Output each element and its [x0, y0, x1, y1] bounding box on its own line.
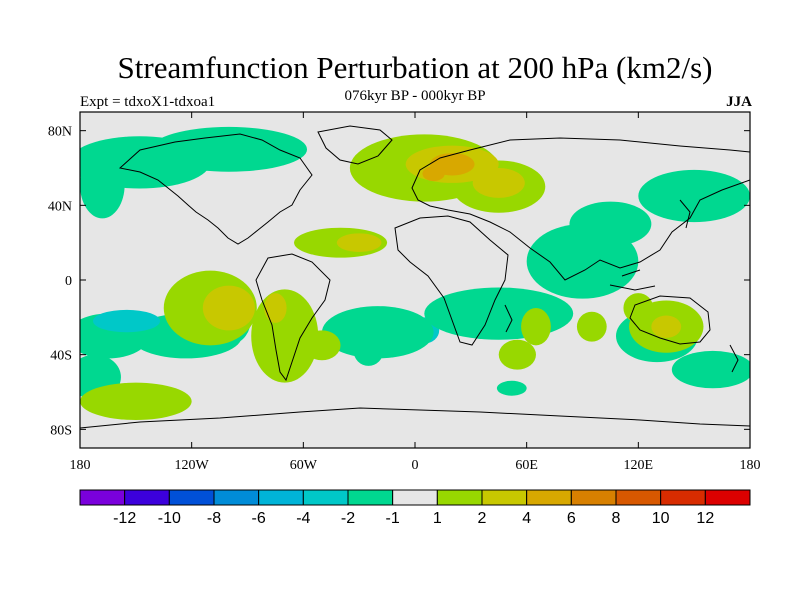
lon-tick-label: 180 [70, 458, 91, 473]
contour-region-level-1 [498, 339, 536, 370]
experiment-label: Expt = tdxoX1-tdxoa1 [80, 94, 216, 110]
contour-region-level-neg2 [150, 126, 308, 172]
lat-tick-label: 80N [48, 125, 72, 140]
lon-tick-label: 180 [740, 458, 761, 473]
contour-region-level-neg2 [496, 380, 527, 396]
coastline-new-zealand [729, 344, 739, 373]
lat-tick-label: 40N [48, 199, 72, 214]
colorbar-swatch [347, 489, 394, 506]
contour-region-level-neg2 [321, 306, 434, 359]
longitude-axis: 180 120W 60W 0 60E 120E 180 [70, 112, 761, 473]
contour-region-level-neg2 [424, 287, 574, 340]
colorbar-label: 2 [478, 510, 487, 527]
coastline-eurasia [411, 137, 750, 281]
colorbar-label: -8 [207, 510, 221, 527]
colorbar-label: -4 [296, 510, 310, 527]
lat-tick-label: 0 [65, 274, 72, 289]
colorbar-label: 6 [567, 510, 576, 527]
contour-region-level-4 [422, 166, 445, 182]
colorbar-label: -6 [252, 510, 266, 527]
contour-region-level-neg4 [93, 309, 161, 333]
contour-region-level-2 [202, 285, 255, 331]
contour-region-level-neg2 [569, 201, 652, 247]
contour-region-level-2 [336, 233, 382, 253]
colorbar-label: -1 [386, 510, 400, 527]
contour-region-level-neg2 [80, 151, 125, 219]
contour-region-level-1 [80, 382, 192, 421]
colorbar-label: 1 [433, 510, 442, 527]
colorbar-label: 10 [652, 510, 670, 527]
coastline-indonesia [609, 269, 656, 291]
colorbar: -12 -10 -8 -6 -4 -2 -1 1 2 4 6 8 10 12 [79, 489, 751, 527]
season-label: JJA [726, 94, 752, 110]
period-subtitle: 076kyr BP - 000kyr BP [344, 88, 486, 104]
coastline-australia [629, 295, 711, 345]
coastline-north-america [118, 133, 313, 245]
colorbar-label: -2 [341, 510, 355, 527]
contour-region-level-2 [264, 293, 287, 323]
coastline-africa [394, 215, 509, 346]
coastline-greenland [317, 125, 393, 165]
contour-region-level-1 [303, 330, 341, 361]
colorbar-swatch [392, 489, 438, 506]
colorbar-label: 12 [696, 510, 714, 527]
lon-tick-label: 120W [175, 458, 210, 473]
lon-tick-label: 0 [412, 458, 419, 473]
lon-tick-label: 60W [290, 458, 318, 473]
colorbar-swatch [570, 489, 617, 506]
coastline-japan [679, 199, 691, 229]
colorbar-label: -12 [113, 510, 136, 527]
contour-region-level-2 [472, 168, 525, 198]
lon-tick-label: 120E [624, 458, 654, 473]
colorbar-swatch [526, 489, 572, 506]
coastline-madagascar [504, 304, 513, 333]
colorbar-swatch [660, 489, 706, 506]
lat-tick-label: 40S [50, 349, 72, 364]
lat-tick-label: 80S [50, 423, 72, 438]
map-title: Streamfunction Perturbation at 200 hPa (… [117, 50, 713, 85]
lon-tick-label: 60E [515, 458, 538, 473]
colorbar-swatch [481, 489, 528, 506]
colorbar-swatch [168, 489, 215, 506]
colorbar-swatch [213, 489, 260, 506]
contour-region-level-neg2 [638, 169, 750, 223]
colorbar-swatch [79, 489, 126, 506]
colorbar-swatch [615, 489, 662, 506]
latitude-axis: 80N 40N 0 40S 80S [48, 125, 750, 438]
coastline-south-america [255, 253, 331, 382]
coastline-antarctica [80, 407, 750, 429]
colorbar-label: -10 [158, 510, 181, 527]
colorbar-swatch [704, 489, 751, 506]
colorbar-swatch [436, 489, 483, 506]
colorbar-swatch [258, 489, 304, 506]
colorbar-label: 4 [522, 510, 531, 527]
contour-region-level-1 [576, 311, 607, 342]
colorbar-label: 8 [612, 510, 621, 527]
contour-fill-layer [80, 126, 750, 421]
colorbar-swatch [124, 489, 170, 506]
contour-region-level-1 [521, 308, 551, 346]
contour-region-level-neg2 [671, 350, 750, 389]
contour-region-level-2 [651, 315, 682, 338]
colorbar-swatch [302, 489, 349, 506]
coastline-layer [80, 125, 750, 429]
